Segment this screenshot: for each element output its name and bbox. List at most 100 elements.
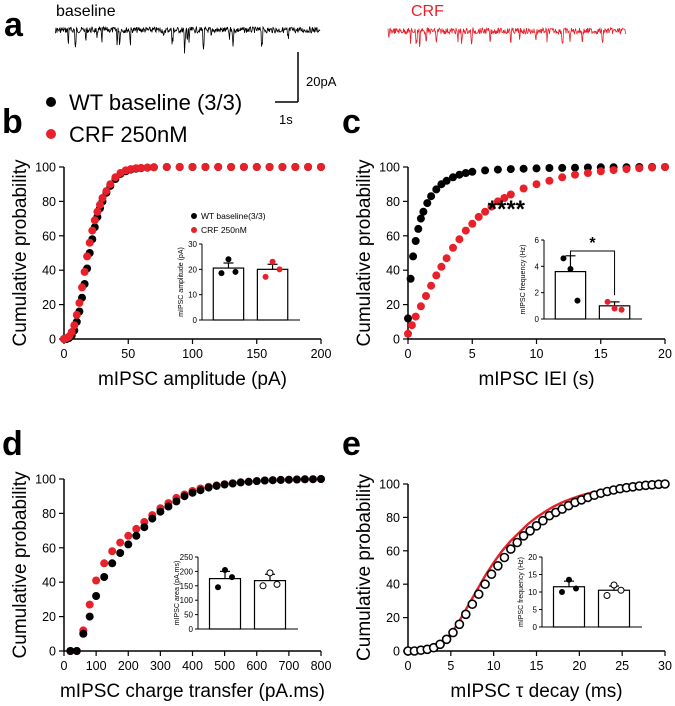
data-point — [276, 475, 285, 484]
data-point — [404, 329, 412, 338]
data-point — [252, 163, 261, 171]
inset-data-point — [215, 584, 221, 591]
data-point — [96, 200, 104, 209]
inset-y-tick-label: 2 — [535, 289, 540, 298]
data-point — [212, 481, 221, 490]
data-point — [493, 197, 502, 206]
data-point — [260, 476, 269, 485]
inset-bar — [554, 271, 587, 320]
data-point — [156, 507, 165, 516]
data-point — [437, 262, 446, 271]
inset-y-tick-label: 250 — [180, 553, 194, 562]
data-point — [460, 609, 471, 620]
x-tick-label: 700 — [278, 659, 299, 673]
data-point — [409, 252, 418, 261]
data-point — [317, 163, 325, 171]
inset-legend-label: CRF 250nM — [201, 225, 247, 235]
data-point — [252, 477, 261, 486]
x-tick-label: 100 — [182, 347, 203, 361]
y-tick-label: 40 — [42, 264, 56, 278]
data-point — [468, 167, 477, 176]
data-point — [455, 235, 464, 244]
y-axis-label: Cumulative probability — [10, 159, 31, 346]
data-point — [423, 199, 432, 208]
inset-legend-marker — [191, 213, 197, 219]
y-tick-label: 80 — [386, 511, 400, 525]
x-axis-label: mIPSC τ decay (ms) — [450, 681, 622, 702]
inset-y-tick-label: 0 — [189, 625, 194, 634]
panel-e-letter: e — [342, 425, 361, 463]
data-point — [66, 647, 75, 655]
data-point — [236, 478, 245, 487]
inset-data-point — [603, 592, 611, 599]
data-point — [124, 540, 133, 549]
data-point — [558, 163, 567, 172]
data-point — [411, 237, 420, 245]
data-point — [432, 185, 441, 194]
data-point — [75, 298, 84, 307]
inset-bar — [256, 268, 289, 321]
inset-data-point — [262, 273, 269, 280]
data-point — [416, 302, 425, 311]
data-point — [545, 164, 554, 172]
data-point — [506, 190, 515, 199]
inset-y-tick-label: 30 — [188, 240, 197, 249]
inset-bar-chart: 0 2 4 6 mIPSC frequency (Hz) * — [520, 235, 642, 324]
y-axis-label: Cumulative probability — [10, 471, 31, 658]
inset-data-point — [222, 566, 228, 573]
data-point — [79, 629, 88, 638]
x-tick-label: 0 — [61, 659, 68, 673]
data-point — [442, 254, 451, 263]
y-axis-label: Cumulative probability — [354, 159, 375, 346]
data-point — [432, 271, 441, 280]
trace-baseline-label: baseline — [56, 3, 116, 20]
data-point — [571, 163, 579, 172]
y-tick-label: 80 — [42, 507, 56, 521]
data-point — [506, 165, 515, 174]
y-tick-label: 100 — [379, 161, 400, 175]
y-tick-label: 0 — [49, 645, 56, 659]
data-point — [132, 531, 141, 540]
data-point — [291, 163, 300, 171]
inset-data-point — [610, 581, 618, 589]
inset-data-point — [617, 586, 625, 594]
panel-d-letter: d — [2, 425, 23, 463]
scalebar-x-label: 1s — [279, 112, 293, 127]
x-axis-label: mIPSC charge transfer (pA.ms) — [60, 681, 325, 702]
data-point — [583, 163, 592, 172]
data-point — [519, 164, 528, 173]
x-tick-label: 150 — [246, 347, 267, 361]
inset-data-point — [559, 589, 565, 595]
data-point — [132, 524, 141, 533]
data-point — [441, 634, 452, 645]
inset-data-point — [276, 266, 283, 273]
data-point — [414, 224, 423, 233]
data-point — [538, 515, 548, 526]
data-point — [83, 252, 92, 261]
y-tick-label: 60 — [42, 541, 56, 555]
inset-data-point — [573, 585, 579, 592]
scalebar-y-label: 20pA — [306, 74, 337, 89]
data-point — [407, 321, 416, 330]
data-point — [70, 321, 79, 330]
data-point — [468, 219, 477, 228]
data-point — [545, 176, 554, 185]
data-point — [518, 530, 529, 541]
trace-crf-label: CRF — [411, 3, 444, 20]
data-point — [204, 483, 213, 492]
data-point — [486, 569, 497, 580]
y-tick-label: 100 — [35, 473, 56, 487]
inset-y-tick-label: 0 — [533, 623, 538, 632]
data-point — [419, 207, 428, 216]
data-point — [220, 480, 229, 489]
inset-y-tick-label: 15 — [528, 571, 537, 580]
data-point — [188, 163, 197, 171]
data-point — [493, 165, 502, 174]
significance-annotation: **** — [488, 196, 526, 223]
crf-trace — [387, 26, 627, 47]
inset-y-tick-label: 200 — [180, 567, 194, 576]
data-point — [448, 627, 458, 638]
x-tick-label: 200 — [311, 347, 332, 361]
